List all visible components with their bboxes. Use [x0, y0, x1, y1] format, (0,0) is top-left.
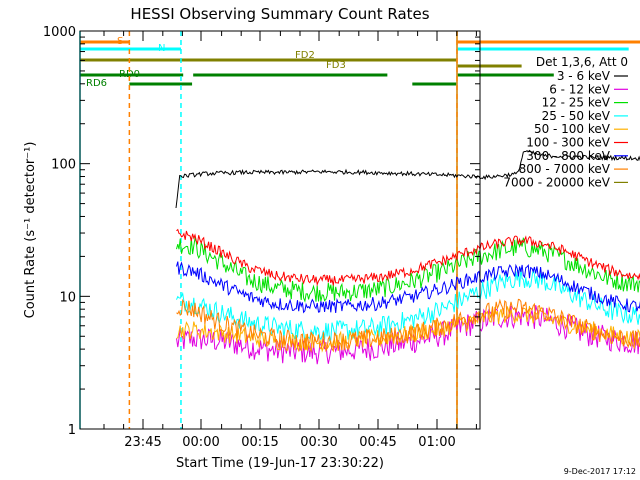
series-line-50-100-keV: [176, 305, 640, 353]
legend-label-7000-20000-keV: 7000 - 20000 keV: [503, 175, 610, 189]
flag-label-s: S: [117, 36, 123, 47]
legend-label-300-800-keV: 300 - 800 keV: [526, 149, 610, 163]
x-tick-label: 00:30: [300, 435, 337, 450]
x-tick-label: 00:00: [182, 435, 219, 450]
x-tick-label: 01:00: [418, 435, 455, 450]
flag-label-fd3: FD3: [326, 60, 346, 71]
legend-label-800-7000-keV: 800 - 7000 keV: [519, 162, 611, 176]
legend-label-6-12-keV: 6 - 12 keV: [549, 82, 611, 96]
flag-label-fd2: FD2: [295, 50, 315, 61]
series-line-6-12-keV: [176, 304, 640, 365]
legend-label-50-100-keV: 50 - 100 keV: [534, 122, 611, 136]
x-axis-label: Start Time (19-Jun-17 23:30:22): [176, 456, 384, 471]
legend-label-100-300-keV: 100 - 300 keV: [526, 136, 610, 150]
plot-frame: [79, 30, 481, 430]
legend-label-3-6-keV: 3 - 6 keV: [557, 69, 611, 83]
series-line-3-6-keV: [175, 149, 640, 209]
timestamp: 9-Dec-2017 17:12: [564, 467, 636, 476]
flag-label-rd6: RD6: [86, 78, 107, 89]
series-line-12-25-keV: [176, 236, 640, 303]
chart-title: HESSI Observing Summary Count Rates: [130, 5, 429, 23]
legend-title: Det 1,3,6, Att 0: [536, 55, 628, 69]
y-tick-label: 10: [59, 290, 76, 305]
series-line-300-800-keV: [176, 261, 640, 314]
legend-label-12-25-keV: 12 - 25 keV: [542, 96, 611, 110]
plot-area: S N FD2 FD3 RD0 RD6 1 10 100 1000 23:45 00:00 00:15 0…: [43, 25, 640, 450]
y-tick-label: 1: [68, 423, 76, 438]
flag-label-n: N: [158, 43, 165, 54]
x-tick-label: 00:15: [241, 435, 278, 450]
y-axis-label: Count Rate (s⁻¹ detector⁻¹): [23, 142, 38, 319]
flag-label-rd0: RD0: [119, 69, 140, 80]
y-tick-label: 100: [51, 158, 76, 173]
series-line-800-7000-keV: [176, 298, 640, 353]
series-line-100-300-keV: [176, 228, 640, 287]
x-tick-label: 23:45: [124, 435, 161, 450]
x-tick-label: 00:45: [359, 435, 396, 450]
y-tick-label: 1000: [43, 25, 76, 40]
legend-label-25-50-keV: 25 - 50 keV: [542, 109, 611, 123]
